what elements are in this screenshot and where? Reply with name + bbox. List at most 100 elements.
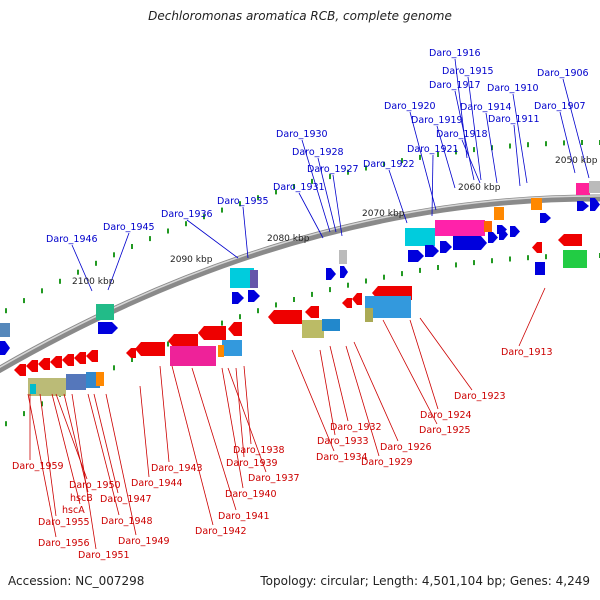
tick-dot <box>167 228 169 234</box>
gene-arrow-reverse <box>168 334 198 348</box>
tick-dot <box>473 260 475 266</box>
top-gene-label: Daro_1936 <box>161 209 213 220</box>
tick-dot <box>401 158 403 164</box>
leader-line-top <box>298 192 324 239</box>
leader-line-bottom <box>518 287 546 347</box>
tick-dot <box>275 189 277 195</box>
tick-dot <box>509 143 511 149</box>
gene-block <box>576 183 590 195</box>
leader-line-bottom <box>63 393 89 493</box>
tick-dot <box>221 207 223 213</box>
bottom-gene-label: Daro_1951 <box>78 550 130 561</box>
tick-dot <box>329 174 331 180</box>
bottom-gene-label: Daro_1943 <box>151 463 203 474</box>
tick-dot <box>365 165 367 171</box>
tick-dot <box>257 195 259 201</box>
gene-arrow-reverse <box>74 352 86 364</box>
gene-block <box>222 340 242 356</box>
tick-dot <box>527 255 529 261</box>
leader-line-bottom <box>221 367 244 489</box>
scale-label: 2100 kbp <box>72 277 115 287</box>
top-gene-label: Daro_1935 <box>217 196 269 207</box>
gene-arrow-forward <box>577 201 589 211</box>
bottom-gene-label: Daro_1937 <box>248 473 300 484</box>
leader-line-bottom <box>235 367 245 458</box>
top-gene-label: Daro_1928 <box>292 147 344 158</box>
tick-dot <box>419 267 421 273</box>
tick-dot <box>383 274 385 280</box>
tick-dot <box>41 401 43 407</box>
tick-dot <box>509 256 511 262</box>
gene-block <box>96 372 104 386</box>
gene-block <box>589 181 600 193</box>
top-gene-label: Daro_1917 <box>429 80 481 91</box>
tick-dot <box>131 244 133 249</box>
tick-dot <box>437 265 439 270</box>
gene-arrow-forward <box>408 250 424 262</box>
scale-label: 2090 kbp <box>170 255 213 265</box>
bottom-gene-label: Daro_1955 <box>38 517 90 528</box>
tick-dot <box>491 145 493 151</box>
tick-dot <box>365 278 367 284</box>
bottom-gene-label: hscA <box>62 505 85 516</box>
gene-arrow-forward <box>440 241 452 253</box>
gene-block <box>563 250 587 268</box>
top-gene-label: Daro_1919 <box>411 115 463 126</box>
tick-dot <box>113 365 115 371</box>
tick-dot <box>527 142 529 148</box>
leader-line-bottom <box>55 393 88 480</box>
tick-dot <box>347 169 349 175</box>
bottom-gene-label: Daro_1948 <box>101 516 153 527</box>
tick-dot <box>5 421 7 427</box>
scale-label: 2070 kbp <box>362 209 405 219</box>
bottom-gene-label: Daro_1942 <box>195 526 247 537</box>
bottom-gene-label: Daro_1913 <box>501 347 553 358</box>
gene-arrow-reverse <box>135 342 165 356</box>
leader-line-bottom <box>382 319 438 425</box>
gene-arrow-forward <box>499 229 508 240</box>
bottom-gene-label: Daro_1950 <box>69 480 121 491</box>
gene-block <box>170 346 216 366</box>
tick-dot <box>545 141 547 147</box>
leader-line-bottom <box>243 365 252 445</box>
top-gene-label: Daro_1930 <box>276 129 328 140</box>
top-gene-label: Daro_1907 <box>534 101 586 112</box>
tick-dot <box>203 214 205 220</box>
gene-arrow-forward <box>590 198 600 211</box>
gene-block <box>302 320 324 338</box>
gene-arrow-reverse <box>532 242 542 253</box>
gene-arrow-reverse <box>26 360 38 372</box>
scale-label: 2050 kbp <box>555 156 598 166</box>
tick-dot <box>401 271 403 277</box>
gene-arrow-reverse <box>342 298 352 308</box>
leader-line-top <box>559 111 576 174</box>
leader-line-bottom <box>191 367 237 511</box>
top-gene-label: Daro_1916 <box>429 48 481 59</box>
tick-dot <box>41 288 43 294</box>
tick-dot <box>185 221 187 227</box>
gene-block <box>494 207 504 220</box>
gene-arrow-forward <box>425 245 439 257</box>
gene-arrow-forward <box>326 268 336 280</box>
tick-dot <box>419 154 421 160</box>
tick-dot <box>113 252 115 258</box>
top-gene-label: Daro_1927 <box>307 164 359 175</box>
gene-arrow-forward <box>340 266 348 278</box>
bottom-gene-label: Daro_1938 <box>233 445 285 456</box>
gene-block <box>484 221 492 232</box>
bottom-gene-label: Daro_1959 <box>12 461 64 472</box>
leader-line-bottom <box>171 365 214 526</box>
tick-dot <box>149 236 151 242</box>
top-gene-label: Daro_1920 <box>384 101 436 112</box>
tick-dot <box>455 262 457 268</box>
top-gene-label: Daro_1946 <box>46 234 98 245</box>
bottom-gene-label: Daro_1949 <box>118 536 170 547</box>
leader-line-bottom <box>409 319 439 410</box>
top-gene-label: Daro_1945 <box>103 222 155 233</box>
leader-line-top <box>436 125 456 189</box>
top-gene-label: Daro_1906 <box>537 68 589 79</box>
tick-dots-top <box>5 140 600 314</box>
gene-block <box>365 296 411 318</box>
accession-text: Accession: NC_007298 <box>8 574 145 588</box>
tick-dot <box>23 411 25 417</box>
